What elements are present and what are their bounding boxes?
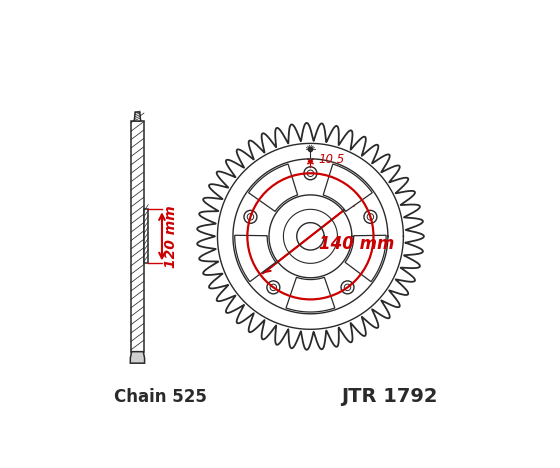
Polygon shape [249, 164, 298, 212]
Polygon shape [323, 164, 372, 212]
Polygon shape [134, 112, 141, 121]
Polygon shape [345, 235, 386, 282]
Polygon shape [286, 277, 335, 312]
Text: 140 mm: 140 mm [319, 235, 395, 253]
Text: 10.5: 10.5 [319, 153, 345, 166]
Text: 120 mm: 120 mm [164, 205, 178, 268]
Polygon shape [130, 351, 144, 363]
Text: JTR 1792: JTR 1792 [341, 387, 437, 406]
Circle shape [244, 210, 257, 223]
Polygon shape [235, 235, 276, 282]
Bar [144, 209, 148, 263]
Circle shape [364, 210, 377, 223]
Circle shape [341, 281, 354, 294]
Bar [131, 121, 144, 351]
Circle shape [304, 167, 317, 180]
Text: Chain 525: Chain 525 [114, 388, 207, 406]
Circle shape [267, 281, 280, 294]
